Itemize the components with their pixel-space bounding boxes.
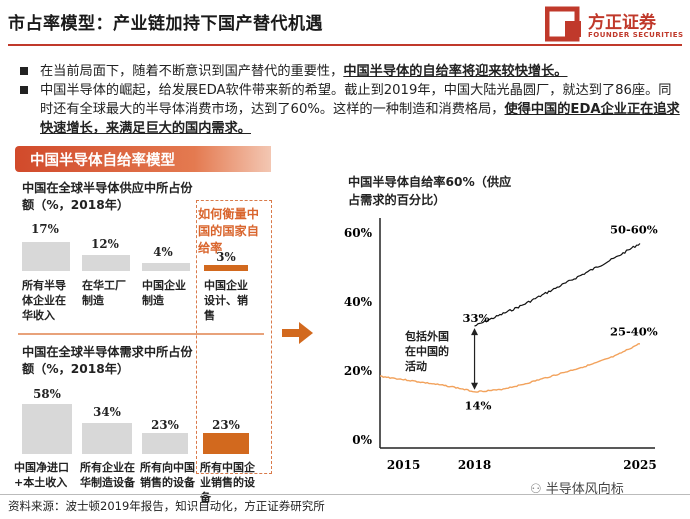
label-25-40: 25-40% — [610, 324, 658, 338]
supply-label: 中国企业设计、销售 — [204, 279, 248, 322]
demand-label: 所有中国企业销售的设备 — [200, 461, 255, 504]
highlight-title: 如何衡量中国的国家自给率 — [198, 207, 259, 255]
supply-value: 12% — [91, 237, 119, 251]
demand-bar — [82, 423, 132, 454]
y-tick-label: 60% — [344, 226, 373, 240]
y-tick-label: 20% — [344, 364, 373, 378]
supply-value: 4% — [153, 245, 173, 259]
demand-value: 23% — [151, 418, 179, 432]
self-sufficiency-chart: 0%20%40%60% 2015 2018 2025 33% 14% 50-60% … — [344, 218, 658, 472]
title-divider — [8, 44, 682, 46]
bullet-list: 在当前局面下，随着不断意识到国产替代的重要性，中国半导体的自给率将迎来较快增长。… — [18, 62, 684, 138]
bullet-text: 中国半导体的崛起，给发展EDA软件带来新的希望。截止到2019年，中国大陆光晶圆… — [40, 83, 672, 117]
demand-value: 58% — [33, 387, 61, 401]
watermark: ⚇ 半导体风向标 — [530, 478, 624, 497]
supply-title: 中国在全球半导体供应中所占份额（%，2018年） — [22, 181, 193, 212]
bullet-square-icon — [20, 86, 28, 94]
y-tick-label: 0% — [352, 433, 372, 447]
demand-label: 中国净进口+本土收入 — [14, 461, 69, 489]
label-14: 14% — [465, 399, 492, 413]
x-tick-label: 2025 — [623, 458, 656, 472]
chart-title: 中国半导体自给率60%（供应占需求的百分比） — [348, 173, 518, 209]
bullet-item: 在当前局面下，随着不断意识到国产替代的重要性，中国半导体的自给率将迎来较快增长。 — [18, 62, 684, 81]
y-tick-label: 40% — [344, 295, 373, 309]
label-50-60: 50-60% — [610, 222, 658, 236]
demand-label: 所有企业在华制造设备 — [80, 461, 135, 489]
demand-bar-highlight — [203, 433, 249, 454]
supply-label: 中国企业制造 — [142, 279, 186, 307]
demand-bar — [142, 433, 188, 454]
supply-label: 所有半导体企业在华收入 — [22, 279, 66, 322]
source-note: 资料来源：波士顿2019年报告，知识自动化，方正证券研究所 — [8, 499, 325, 513]
x-tick-label: 2015 — [387, 458, 420, 472]
supply-bar — [82, 255, 130, 271]
supply-bar-highlight — [204, 265, 248, 271]
demand-value: 34% — [93, 405, 121, 419]
demand-label: 所有向中国销售的设备 — [140, 461, 195, 489]
footer-divider — [0, 494, 690, 495]
x-tick-label: 2018 — [458, 458, 491, 472]
bullet-square-icon — [20, 67, 28, 75]
supply-label: 在华工厂制造 — [82, 279, 126, 307]
founder-logo-icon — [544, 6, 581, 42]
series-line-total — [474, 243, 641, 327]
wechat-icon: ⚇ — [530, 482, 546, 497]
supply-bar — [142, 263, 190, 271]
supply-value: 3% — [216, 250, 236, 264]
label-33: 33% — [463, 311, 490, 325]
section-banner-title: 中国半导体自给率模型 — [30, 153, 175, 169]
highlight-box — [196, 200, 272, 474]
supply-value: 17% — [31, 222, 59, 236]
series-line-domestic — [379, 343, 640, 393]
right-arrow-icon — [282, 322, 313, 344]
bullet-emphasis: 中国半导体的自给率将迎来较快增长。 — [343, 64, 568, 79]
chart-note: 包括外国在中国的活动 — [405, 330, 449, 373]
demand-title: 中国在全球半导体需求中所占份额（%，2018年） — [22, 345, 193, 376]
bullet-text: 在当前局面下，随着不断意识到国产替代的重要性， — [40, 64, 344, 79]
founder-logo — [544, 4, 685, 44]
page-title: 市占率模型：产业链加持下国产替代机遇 — [8, 14, 323, 34]
logo-text: 方正证券 — [588, 13, 656, 33]
chart-title-text: 中国半导体自给率60%（供应占需求的百分比） — [348, 175, 512, 207]
demand-bar — [22, 404, 72, 454]
logo-subtext: FOUNDER SECURITIES — [588, 31, 684, 39]
bullet-item: 中国半导体的崛起，给发展EDA软件带来新的希望。截止到2019年，中国大陆光晶圆… — [18, 81, 684, 138]
arrow-up-icon — [471, 328, 479, 336]
arrow-down-icon — [471, 382, 479, 390]
demand-value: 23% — [212, 418, 240, 432]
section-banner — [15, 146, 271, 172]
supply-bar — [22, 242, 70, 271]
bullet-emphasis: 使得中国的EDA企业正在追求快速增长，来满足巨大的国内需求。 — [40, 102, 680, 136]
section-divider — [18, 333, 264, 335]
watermark-text: 半导体风向标 — [545, 482, 624, 497]
